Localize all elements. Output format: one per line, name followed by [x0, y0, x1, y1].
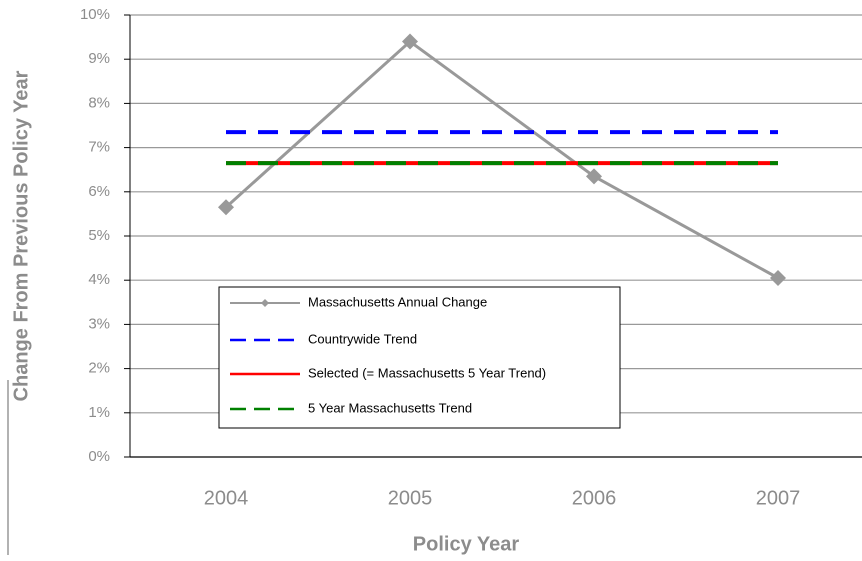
- marker: [218, 199, 234, 216]
- marker: [770, 269, 786, 286]
- legend-label: Massachusetts Annual Change: [308, 294, 487, 309]
- marker: [586, 168, 602, 185]
- legend-label: 5 Year Massachusetts Trend: [308, 400, 472, 415]
- y-tick-label: 9%: [88, 50, 110, 67]
- y-tick-label: 1%: [88, 404, 110, 421]
- legend-marker: [261, 299, 269, 307]
- y-tick-label: 10%: [80, 6, 110, 23]
- y-tick-label: 6%: [88, 183, 110, 200]
- legend-label: Countrywide Trend: [308, 331, 417, 346]
- x-axis-title: Policy Year: [413, 533, 520, 555]
- y-tick-label: 4%: [88, 271, 110, 288]
- y-tick-label: 7%: [88, 139, 110, 156]
- x-tick-label: 2006: [572, 487, 617, 509]
- y-tick-label: 8%: [88, 94, 110, 111]
- series-line: [224, 39, 779, 280]
- y-tick-label: 0%: [88, 448, 110, 465]
- x-tick-label: 2004: [204, 487, 249, 509]
- legend-label: Selected (= Massachusetts 5 Year Trend): [308, 365, 546, 380]
- x-tick-label: 2007: [756, 487, 801, 509]
- y-tick-label: 3%: [88, 315, 110, 332]
- y-axis-title: Change From Previous Policy Year: [10, 70, 32, 401]
- y-tick-label: 5%: [88, 227, 110, 244]
- legend-box: [218, 286, 621, 429]
- y-tick-label: 2%: [88, 360, 110, 377]
- x-tick-label: 2005: [388, 487, 433, 509]
- marker: [402, 33, 418, 50]
